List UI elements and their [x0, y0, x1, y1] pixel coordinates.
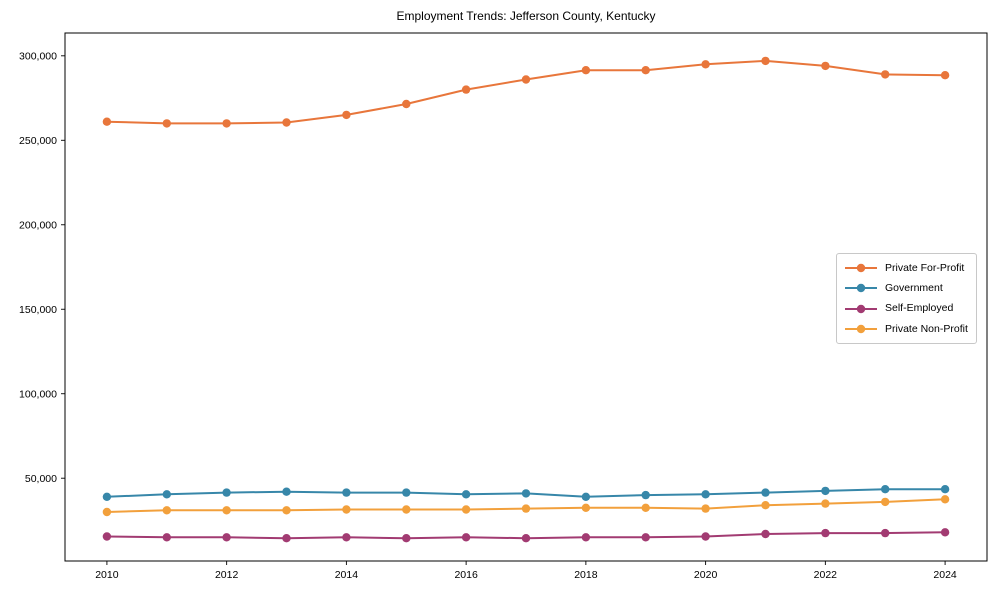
- data-point-private-for-profit-2013: [282, 118, 291, 127]
- legend-marker-icon: [845, 263, 877, 273]
- data-point-government-2017: [521, 489, 531, 498]
- y-tick-label: 200,000: [19, 219, 57, 231]
- data-point-government-2016: [461, 490, 471, 499]
- data-point-self-employed-2018: [581, 533, 591, 542]
- data-point-government-2011: [162, 490, 171, 499]
- legend-label: Private Non-Profit: [885, 322, 968, 335]
- legend-marker-icon: [845, 304, 877, 313]
- x-tick-label: 2016: [454, 569, 478, 581]
- x-tick-label: 2018: [574, 569, 598, 581]
- data-point-private-non-profit-2022: [821, 499, 830, 508]
- data-point-government-2012: [222, 488, 231, 497]
- data-point-government-2010: [102, 492, 112, 501]
- data-point-private-for-profit-2021: [761, 56, 770, 66]
- data-point-government-2023: [881, 485, 890, 494]
- data-point-private-for-profit-2018: [581, 66, 591, 75]
- x-tick-label: 2014: [335, 569, 359, 581]
- data-point-self-employed-2013: [282, 534, 291, 543]
- y-tick-label: 250,000: [19, 135, 57, 147]
- data-point-self-employed-2019: [641, 533, 650, 542]
- legend-label: Government: [885, 282, 943, 295]
- data-point-private-for-profit-2022: [821, 61, 830, 71]
- data-point-private-non-profit-2016: [461, 505, 471, 514]
- data-point-self-employed-2012: [222, 533, 231, 542]
- data-point-private-for-profit-2012: [222, 119, 231, 128]
- data-point-self-employed-2017: [521, 534, 531, 543]
- data-point-government-2013: [282, 487, 291, 496]
- data-point-private-non-profit-2021: [761, 501, 770, 510]
- data-point-private-non-profit-2020: [701, 504, 710, 513]
- data-point-private-non-profit-2024: [940, 495, 950, 504]
- series-line-private-for-profit: [105, 59, 947, 125]
- data-point-self-employed-2023: [881, 528, 890, 538]
- data-point-government-2020: [701, 490, 710, 499]
- plot-frame: [64, 32, 988, 562]
- data-point-self-employed-2021: [761, 529, 770, 539]
- x-tick-label: 2022: [814, 569, 838, 581]
- y-tick-label: 300,000: [19, 50, 57, 62]
- legend: Private For-Profit Government Self-Employe…: [836, 253, 977, 344]
- data-point-private-for-profit-2023: [881, 70, 890, 79]
- data-point-private-for-profit-2017: [521, 75, 531, 84]
- legend-label: Self-Employed: [885, 302, 954, 315]
- data-point-self-employed-2011: [162, 533, 171, 542]
- data-point-government-2015: [402, 488, 411, 497]
- data-point-private-for-profit-2024: [940, 71, 950, 80]
- data-point-private-for-profit-2014: [342, 110, 351, 120]
- legend-item-self-employed: Self-Employed: [844, 303, 976, 315]
- data-point-private-for-profit-2016: [461, 85, 471, 94]
- legend-item-government: Government: [844, 282, 976, 294]
- data-point-government-2019: [641, 490, 650, 500]
- x-tick-label: 2020: [694, 569, 718, 581]
- legend-item-private-non-profit: Private Non-Profit: [844, 323, 976, 335]
- data-point-private-for-profit-2020: [701, 60, 710, 69]
- x-tick-label: 2010: [95, 569, 119, 581]
- data-point-private-non-profit-2015: [402, 505, 411, 514]
- x-tick-label: 2024: [933, 569, 957, 581]
- data-point-self-employed-2020: [701, 532, 710, 541]
- data-point-self-employed-2024: [940, 528, 950, 537]
- data-point-private-for-profit-2010: [102, 117, 112, 126]
- legend-marker-icon: [845, 324, 877, 333]
- data-point-government-2018: [581, 492, 591, 501]
- data-point-government-2021: [761, 488, 770, 497]
- data-point-government-2014: [342, 488, 351, 497]
- data-point-private-non-profit-2014: [342, 505, 351, 514]
- x-tick-label: 2012: [215, 569, 239, 581]
- y-tick-label: 150,000: [19, 304, 57, 316]
- data-point-private-non-profit-2023: [881, 497, 890, 507]
- legend-marker-icon: [845, 284, 877, 293]
- data-point-private-non-profit-2018: [581, 503, 591, 512]
- chart-title: Employment Trends: Jefferson County, Ken…: [396, 9, 656, 23]
- data-point-private-non-profit-2013: [282, 506, 291, 515]
- data-point-self-employed-2016: [461, 533, 471, 542]
- legend-item-private-for-profit: Private For-Profit: [844, 262, 976, 274]
- data-point-private-non-profit-2019: [641, 503, 650, 512]
- y-tick-label: 100,000: [19, 388, 57, 400]
- data-point-private-non-profit-2017: [521, 504, 531, 513]
- data-point-private-for-profit-2019: [641, 66, 650, 75]
- data-point-self-employed-2010: [102, 532, 112, 541]
- data-point-self-employed-2022: [821, 528, 830, 538]
- data-point-private-for-profit-2011: [162, 119, 171, 128]
- y-tick-label: 50,000: [25, 473, 57, 485]
- data-point-private-for-profit-2015: [402, 99, 411, 109]
- data-point-private-non-profit-2012: [222, 506, 231, 515]
- data-point-self-employed-2015: [402, 534, 411, 543]
- data-point-self-employed-2014: [342, 533, 351, 542]
- data-point-private-non-profit-2010: [102, 507, 112, 517]
- data-point-private-non-profit-2011: [162, 506, 171, 515]
- legend-label: Private For-Profit: [885, 261, 965, 274]
- data-point-government-2022: [821, 486, 830, 496]
- data-point-government-2024: [940, 485, 950, 494]
